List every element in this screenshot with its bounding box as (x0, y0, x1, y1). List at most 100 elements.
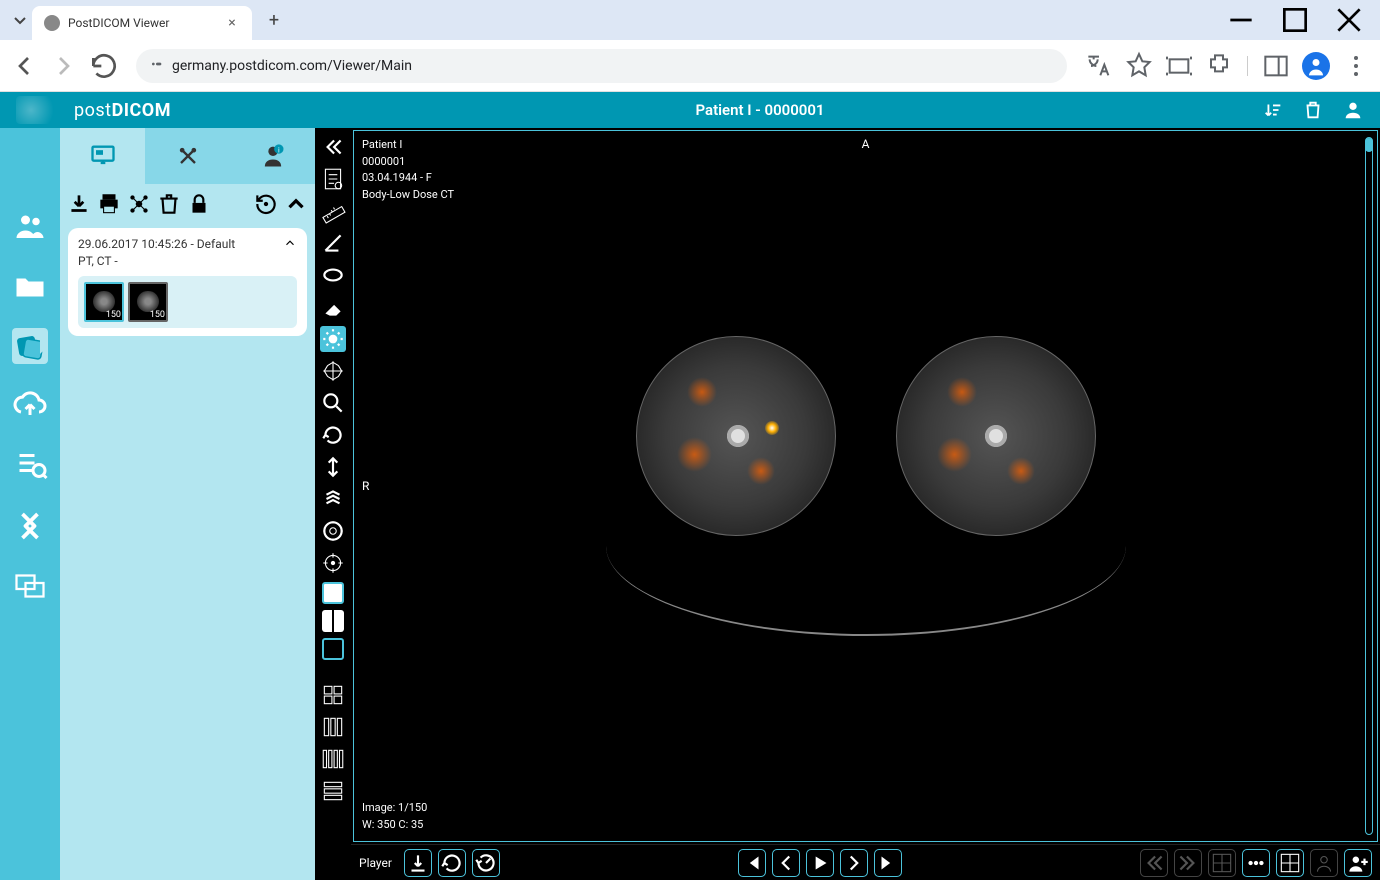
monitor-icon (89, 142, 117, 170)
angle-tool[interactable] (320, 230, 346, 256)
overlay-study-desc: Body-Low Dose CT (362, 187, 454, 204)
sort-icon[interactable] (1262, 99, 1284, 121)
scroll-tool[interactable] (320, 454, 346, 480)
compare-prev-button[interactable] (1140, 849, 1168, 877)
last-frame-button[interactable] (874, 849, 902, 877)
overlay-toggle-button[interactable] (1242, 849, 1270, 877)
pan-tool[interactable] (320, 358, 346, 384)
report-tool[interactable] (320, 166, 346, 192)
fusion-button[interactable] (1276, 849, 1304, 877)
series-thumbnail[interactable]: 150 (84, 282, 124, 322)
reload-button[interactable] (88, 50, 120, 82)
series-thumbnail[interactable]: 150 (128, 282, 168, 322)
kebab-menu[interactable] (1340, 50, 1372, 82)
divider (1247, 56, 1248, 76)
play-button[interactable] (806, 849, 834, 877)
tab-series[interactable] (60, 128, 145, 184)
tab-title: PostDICOM Viewer (68, 16, 216, 30)
overlay-dob-sex: 03.04.1944 - F (362, 170, 454, 187)
user-icon[interactable] (1342, 99, 1364, 121)
series-card: 29.06.2017 10:45:26 - Default PT, CT - 1… (68, 228, 307, 336)
layout-1x1-button[interactable] (322, 582, 344, 604)
rail-users-icon[interactable] (12, 208, 48, 244)
grid-2x2-button[interactable] (320, 682, 346, 708)
mpr-button[interactable] (1208, 849, 1236, 877)
series-header[interactable]: 29.06.2017 10:45:26 - Default PT, CT - (78, 236, 297, 270)
rail-folder-icon[interactable] (12, 268, 48, 304)
zoom-tool[interactable] (320, 390, 346, 416)
thumb-count: 150 (106, 310, 121, 320)
address-bar[interactable]: germany.postdicom.com/Viewer/Main (136, 49, 1067, 83)
maximize-button[interactable] (1272, 4, 1318, 36)
player-loop-button[interactable] (438, 849, 466, 877)
next-frame-button[interactable] (840, 849, 868, 877)
side-panel-icon[interactable] (1260, 50, 1292, 82)
series-meta: 29.06.2017 10:45:26 - Default PT, CT - (78, 236, 235, 270)
rail-upload-icon[interactable] (12, 388, 48, 424)
overlay-image-index: Image: 1/150 (362, 800, 427, 817)
link-user-button[interactable] (1310, 849, 1338, 877)
player-speed-button[interactable] (472, 849, 500, 877)
first-frame-button[interactable] (738, 849, 766, 877)
grid-cols-button[interactable] (320, 714, 346, 740)
new-tab-button[interactable]: + (260, 6, 288, 34)
logo[interactable]: postDICOM (16, 96, 276, 124)
rail-screens-icon[interactable] (12, 568, 48, 604)
player-bar: Player (351, 844, 1380, 880)
layout-1x2-button[interactable] (322, 610, 344, 632)
extensions-icon[interactable] (1203, 50, 1235, 82)
minimize-button[interactable] (1218, 4, 1264, 36)
eraser-tool[interactable] (320, 294, 346, 320)
rail-studies-icon[interactable] (12, 328, 48, 364)
collapse-panel-button[interactable] (320, 134, 346, 160)
rotate-tool[interactable] (320, 422, 346, 448)
site-info-icon[interactable] (148, 56, 164, 75)
close-window-button[interactable] (1326, 4, 1372, 36)
back-button[interactable] (8, 50, 40, 82)
app-body: i 29.06.2017 10:45:26 - Default PT, CT - (0, 128, 1380, 880)
overview-icon[interactable] (1163, 50, 1195, 82)
grid-4col-button[interactable] (320, 746, 346, 772)
grid-rows-button[interactable] (320, 778, 346, 804)
rail-worklist-icon[interactable] (12, 448, 48, 484)
brightness-tool[interactable] (320, 326, 346, 352)
rotate-series-button[interactable] (253, 191, 279, 217)
layout-select-button[interactable] (322, 638, 344, 660)
slice-scrollbar[interactable] (1365, 137, 1373, 835)
ellipse-tool[interactable] (320, 262, 346, 288)
image-viewport[interactable]: Patient I 0000001 03.04.1944 - F Body-Lo… (353, 130, 1378, 842)
add-user-button[interactable] (1344, 849, 1372, 877)
tab-info[interactable]: i (230, 128, 315, 184)
scan-right (896, 336, 1096, 536)
tab-list-dropdown[interactable] (8, 8, 32, 32)
share-button[interactable] (126, 191, 152, 217)
scroll-thumb[interactable] (1365, 138, 1373, 152)
rail-sync-icon[interactable] (12, 508, 48, 544)
prev-frame-button[interactable] (772, 849, 800, 877)
browser-tab[interactable]: PostDICOM Viewer × (32, 6, 252, 40)
dicom-image (606, 326, 1126, 646)
delete-button[interactable] (156, 191, 182, 217)
compare-next-button[interactable] (1174, 849, 1202, 877)
overlay-patient-id: 0000001 (362, 154, 454, 171)
profile-avatar[interactable] (1300, 50, 1332, 82)
viewer-area: Patient I 0000001 03.04.1944 - F Body-Lo… (351, 128, 1380, 880)
player-download-button[interactable] (404, 849, 432, 877)
translate-icon[interactable] (1083, 50, 1115, 82)
stack-scroll-tool[interactable] (320, 486, 346, 512)
bookmark-icon[interactable] (1123, 50, 1155, 82)
target-tool[interactable] (320, 550, 346, 576)
ruler-tool[interactable] (320, 198, 346, 224)
print-button[interactable] (96, 191, 122, 217)
forward-button[interactable] (48, 50, 80, 82)
close-tab-button[interactable]: × (224, 15, 240, 31)
download-button[interactable] (66, 191, 92, 217)
tab-tools[interactable] (145, 128, 230, 184)
page-title: Patient I - 0000001 (276, 101, 1244, 119)
cine-tool[interactable] (320, 518, 346, 544)
trash-icon[interactable] (1302, 99, 1324, 121)
lock-button[interactable] (186, 191, 212, 217)
overlay-top-left: Patient I 0000001 03.04.1944 - F Body-Lo… (362, 137, 454, 203)
collapse-up-button[interactable] (283, 191, 309, 217)
svg-text:i: i (277, 147, 279, 155)
